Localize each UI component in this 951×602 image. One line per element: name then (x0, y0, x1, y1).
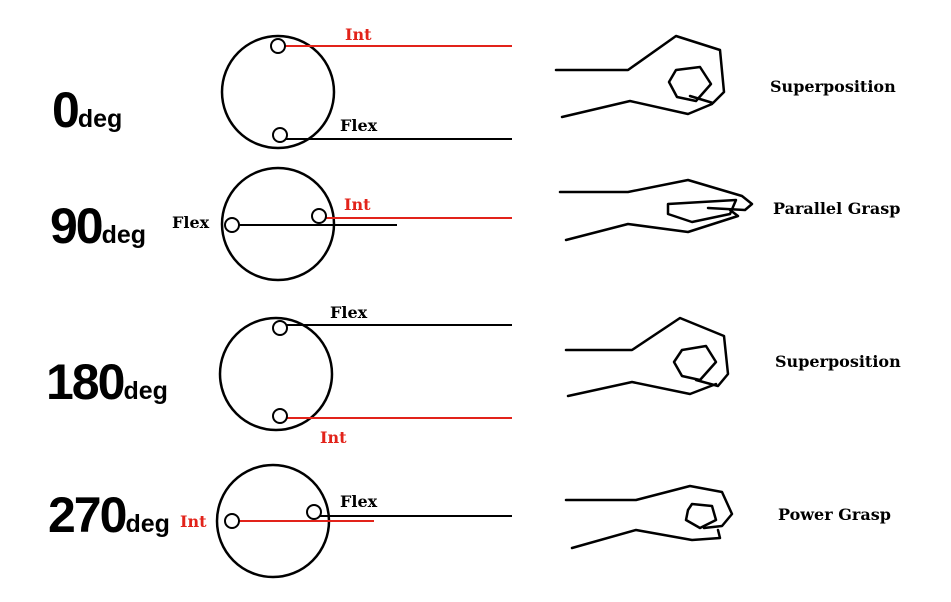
angle-unit: deg (78, 105, 122, 133)
int-anchor (270, 38, 286, 54)
int-label: Int (320, 428, 347, 447)
angle-label: 0deg (52, 82, 122, 138)
flex-anchor (224, 217, 240, 233)
flex-label: Flex (330, 303, 368, 322)
flex-anchor (272, 127, 288, 143)
angle-value: 0 (52, 82, 78, 138)
int-anchor (311, 208, 327, 224)
angle-label: 270deg (48, 487, 170, 543)
flex-anchor (272, 320, 288, 336)
row-0deg: 0deg Int Flex Superposition (52, 25, 896, 150)
int-anchor (224, 513, 240, 529)
row-90deg: 90deg Int Flex Parallel Grasp (50, 166, 900, 282)
angle-value: 180 (46, 354, 124, 410)
row-270deg: 270deg Flex Int Power Grasp (48, 463, 891, 579)
flex-label: Flex (340, 116, 378, 135)
int-label: Int (344, 195, 371, 214)
joint-circle (218, 316, 334, 432)
angle-unit: deg (125, 510, 169, 538)
grasp-label: Superposition (770, 77, 896, 96)
flex-label: Flex (340, 492, 378, 511)
angle-unit: deg (102, 221, 146, 249)
pinch-hand-icon (554, 34, 726, 119)
angle-value: 90 (50, 198, 102, 254)
int-label: Int (345, 25, 372, 44)
angle-label: 180deg (46, 354, 168, 410)
grasp-label: Parallel Grasp (773, 199, 900, 218)
joint-circle (220, 34, 336, 150)
flat-hand-icon (558, 178, 754, 242)
fist-hand-icon (564, 484, 734, 550)
angle-label: 90deg (50, 198, 146, 254)
row-180deg: 180deg Flex Int Superposition (46, 303, 901, 447)
flex-anchor (306, 504, 322, 520)
int-label: Int (180, 512, 207, 531)
pinch-hand-icon (564, 316, 730, 398)
angle-value: 270 (48, 487, 126, 543)
grasp-label: Power Grasp (778, 505, 891, 524)
flex-label: Flex (172, 213, 210, 232)
int-anchor (272, 408, 288, 424)
angle-unit: deg (123, 377, 167, 405)
grasp-label: Superposition (775, 352, 901, 371)
